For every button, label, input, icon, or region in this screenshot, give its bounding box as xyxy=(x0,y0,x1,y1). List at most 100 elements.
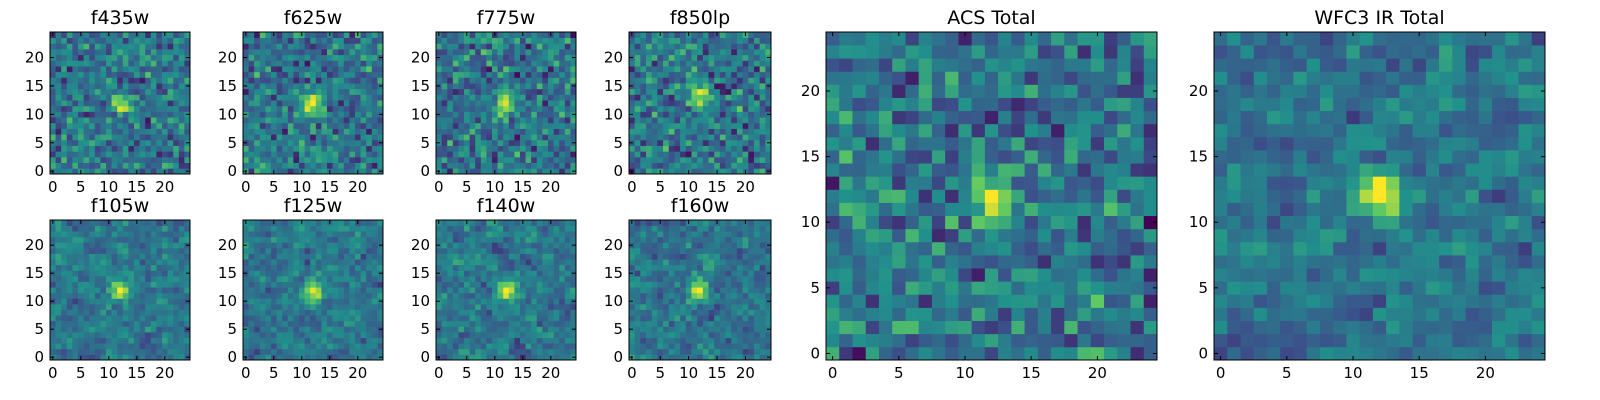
heatmap-cell xyxy=(139,139,146,146)
heatmap-cell xyxy=(436,77,442,84)
heatmap-cell xyxy=(360,105,367,112)
heatmap-cell xyxy=(321,66,328,73)
heatmap-cell xyxy=(748,43,755,50)
heatmap-cell xyxy=(327,309,333,316)
heatmap-cell xyxy=(134,122,140,129)
heatmap-cell xyxy=(486,326,493,333)
heatmap-cell xyxy=(282,225,289,232)
heatmap-cell xyxy=(691,168,698,175)
heatmap-cell xyxy=(178,236,185,243)
heatmap-cell xyxy=(742,304,749,310)
heatmap-cell xyxy=(184,49,191,56)
heatmap-cell xyxy=(304,88,311,95)
heatmap-cell xyxy=(548,83,554,90)
heatmap-cell xyxy=(548,156,554,163)
heatmap-cell xyxy=(458,298,465,305)
heatmap-cell xyxy=(497,32,504,39)
heatmap-cell xyxy=(441,43,448,50)
heatmap-cell xyxy=(106,128,112,135)
heatmap-cell xyxy=(106,309,112,316)
heatmap-cell xyxy=(310,43,317,50)
heatmap-cell xyxy=(469,128,476,135)
heatmap-cell xyxy=(156,281,163,288)
heatmap-cell xyxy=(366,292,373,299)
heatmap-cell xyxy=(559,117,566,124)
heatmap-cell xyxy=(559,276,566,282)
heatmap-cell xyxy=(646,320,653,327)
heatmap-cell xyxy=(674,162,681,169)
heatmap-cell xyxy=(349,134,356,141)
heatmap-cell xyxy=(674,100,681,107)
heatmap-cell xyxy=(360,225,367,232)
heatmap-cell xyxy=(436,66,442,73)
heatmap-cell xyxy=(106,259,112,266)
heatmap-cell xyxy=(89,343,96,350)
heatmap-cell xyxy=(338,309,345,316)
heatmap-cell xyxy=(50,156,56,163)
heatmap-cell xyxy=(447,100,454,107)
heatmap-cell xyxy=(492,134,498,141)
heatmap-cell xyxy=(458,348,465,355)
heatmap-cell xyxy=(663,71,670,78)
heatmap-cell xyxy=(634,43,641,50)
heatmap-cell xyxy=(634,337,641,344)
heatmap-cell xyxy=(691,287,698,294)
heatmap-cell xyxy=(553,71,560,78)
heatmap-cell xyxy=(697,298,704,305)
heatmap-cell xyxy=(759,77,766,84)
heatmap-cell xyxy=(259,220,266,226)
heatmap-cell xyxy=(492,83,498,90)
heatmap-cell xyxy=(371,49,378,56)
heatmap-cell xyxy=(542,270,549,277)
y-tick-label: 5 xyxy=(420,134,430,152)
heatmap-cell xyxy=(691,320,698,327)
heatmap-cell xyxy=(134,54,140,61)
heatmap-cell xyxy=(742,49,749,56)
heatmap-cell xyxy=(184,71,191,78)
heatmap-cell xyxy=(117,270,124,277)
heatmap-cell xyxy=(719,287,726,294)
heatmap-cell xyxy=(94,134,101,141)
heatmap-cell xyxy=(685,122,692,129)
heatmap-cell xyxy=(338,71,345,78)
heatmap-cell xyxy=(106,77,112,84)
heatmap-cell xyxy=(685,332,692,338)
heatmap-cell xyxy=(150,71,157,78)
heatmap-cell xyxy=(697,348,704,355)
heatmap-cell xyxy=(265,220,272,226)
heatmap-cell xyxy=(447,88,454,95)
heatmap-cell xyxy=(94,105,101,112)
heatmap-cell xyxy=(72,304,79,310)
heatmap-cell xyxy=(304,71,311,78)
heatmap-cell xyxy=(343,220,350,226)
heatmap-cell xyxy=(464,60,470,67)
heatmap-cell xyxy=(520,139,526,146)
heatmap-cell xyxy=(282,259,289,266)
heatmap-cell xyxy=(447,71,454,78)
heatmap-cell xyxy=(531,134,538,141)
heatmap-cell xyxy=(178,281,185,288)
heatmap-cell xyxy=(736,94,743,101)
heatmap-cell xyxy=(66,320,73,327)
heatmap-cell xyxy=(486,145,493,152)
heatmap-cell xyxy=(327,281,333,288)
heatmap-cell xyxy=(646,156,653,163)
heatmap-cell xyxy=(570,287,577,294)
heatmap-cell xyxy=(719,105,726,112)
heatmap-cell xyxy=(480,43,487,50)
heatmap-cell xyxy=(299,94,305,101)
heatmap-cell xyxy=(640,77,647,84)
heatmap-cell xyxy=(259,315,266,322)
y-tick-label: 0 xyxy=(227,162,237,180)
heatmap-cell xyxy=(525,43,532,50)
heatmap-cell xyxy=(338,139,345,146)
heatmap-cell xyxy=(564,332,571,338)
heatmap-cell xyxy=(254,320,261,327)
heatmap-cell xyxy=(321,242,328,249)
heatmap-cell xyxy=(315,304,322,310)
heatmap-cell xyxy=(310,32,317,39)
heatmap-cell xyxy=(742,94,749,101)
heatmap-cell xyxy=(94,315,101,322)
